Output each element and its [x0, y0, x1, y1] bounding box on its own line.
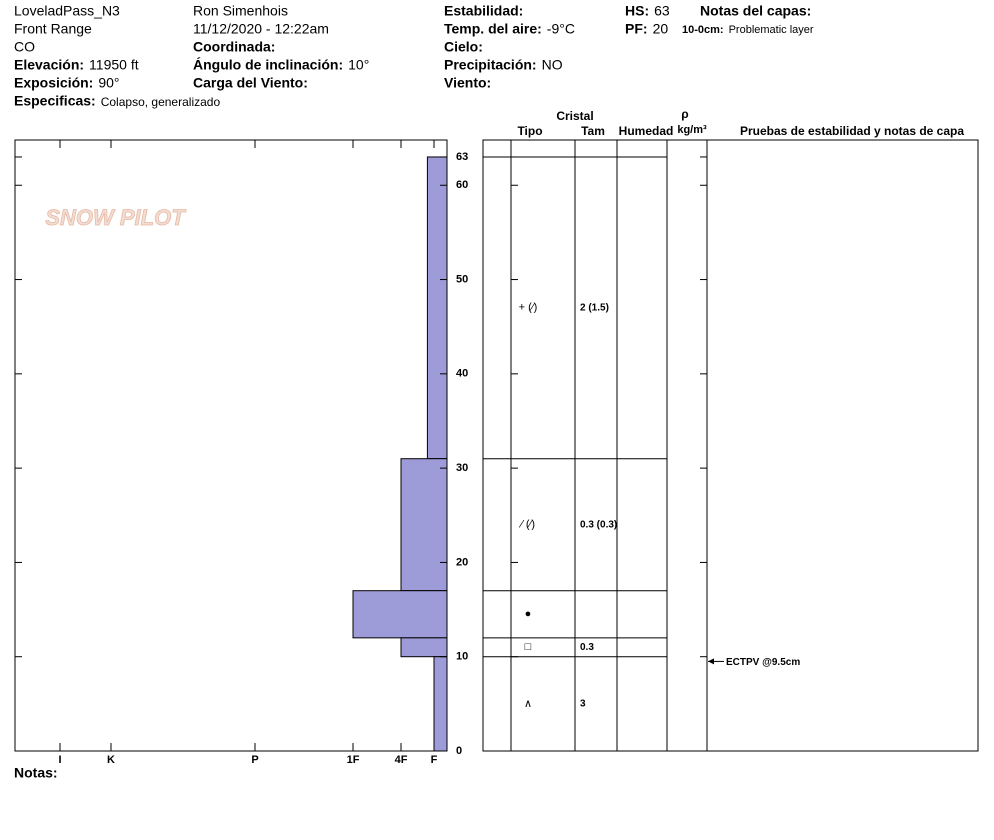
- header: Pruebas de estabilidad y notas de capa: [740, 124, 964, 138]
- label: Carga del Viento:: [193, 75, 308, 91]
- grain-type: ⁄ (⁄): [518, 519, 535, 531]
- header: Tipo: [517, 124, 542, 138]
- header: LoveladPass_N3 Front Range CO Elevación:…: [14, 3, 814, 109]
- value: 10°: [348, 57, 369, 73]
- label: Ángulo de inclinación:: [193, 57, 343, 73]
- label: Temp. del aire:: [444, 21, 542, 37]
- value: 90°: [98, 75, 119, 91]
- value: Problematic layer: [729, 24, 814, 36]
- label: Notas del capas:: [700, 3, 811, 19]
- y-tick-label: 60: [456, 179, 468, 191]
- plot-frame: [14, 139, 448, 752]
- value: 11950 ft: [89, 57, 139, 73]
- y-tick-label: 20: [456, 556, 468, 568]
- x-tick-label: 1F: [347, 754, 360, 766]
- header: Humedad: [619, 124, 674, 138]
- value: -9°C: [547, 21, 575, 37]
- x-tick-label: P: [251, 754, 258, 766]
- y-tick-label: 30: [456, 462, 468, 474]
- arrow-head: [708, 658, 714, 665]
- test-label: ECTPV @9.5cm: [726, 657, 800, 668]
- y-tick-label: 10: [456, 651, 468, 663]
- x-tick-label: I: [58, 754, 61, 766]
- x-tick-label: 4F: [395, 754, 408, 766]
- x-tick-label: F: [431, 754, 438, 766]
- header: Tam: [581, 124, 605, 138]
- range: Front Range: [14, 21, 92, 37]
- grain-type: + (⁄): [519, 302, 538, 314]
- table-frame: [482, 139, 979, 752]
- label: Cielo:: [444, 39, 483, 55]
- grain-size: 2 (1.5): [580, 302, 609, 313]
- watermark: SNOW PILOT: [45, 205, 186, 230]
- grain-size: 0.3: [580, 642, 594, 653]
- y-tick-label: 63: [456, 151, 468, 163]
- label: PF:: [625, 21, 648, 37]
- hardness-bar: [352, 590, 448, 639]
- label: 10-0cm:: [682, 24, 724, 36]
- value: 20: [653, 21, 669, 37]
- observer: Ron Simenhois: [193, 3, 288, 19]
- datetime: 11/12/2020 - 12:22am: [193, 21, 329, 37]
- state: CO: [14, 39, 35, 55]
- value: 63: [654, 3, 670, 19]
- label: Viento:: [444, 75, 491, 91]
- value: Colapso, generalizado: [101, 95, 221, 109]
- label: Precipitación:: [444, 57, 537, 73]
- hardness-bar: [433, 656, 448, 752]
- grain-size: 3: [580, 698, 586, 709]
- label: HS:: [625, 3, 649, 19]
- x-tick-label: K: [107, 754, 115, 766]
- y-tick-label: 50: [456, 273, 468, 285]
- header: Cristal: [556, 109, 593, 123]
- hardness-bar: [400, 458, 448, 592]
- hardness-bar: [426, 156, 448, 460]
- notes-label: Notas:: [14, 765, 58, 781]
- site: LoveladPass_N3: [14, 3, 120, 19]
- label: Estabilidad:: [444, 3, 523, 19]
- grain-type: □: [525, 641, 532, 653]
- y-tick-label: 40: [456, 368, 468, 380]
- grain-size: 0.3 (0.3): [580, 519, 617, 530]
- label: Especificas:: [14, 93, 96, 109]
- hardness-bar: [400, 637, 448, 658]
- header: ρ: [681, 107, 688, 121]
- grain-type: ●: [525, 608, 532, 620]
- value: NO: [542, 57, 563, 73]
- grain-type: ∧: [524, 698, 532, 710]
- y-tick-label: 0: [456, 745, 462, 757]
- label: Coordinada:: [193, 39, 275, 55]
- label: Elevación:: [14, 57, 84, 73]
- header: kg/m³: [677, 124, 707, 136]
- label: Exposición:: [14, 75, 93, 91]
